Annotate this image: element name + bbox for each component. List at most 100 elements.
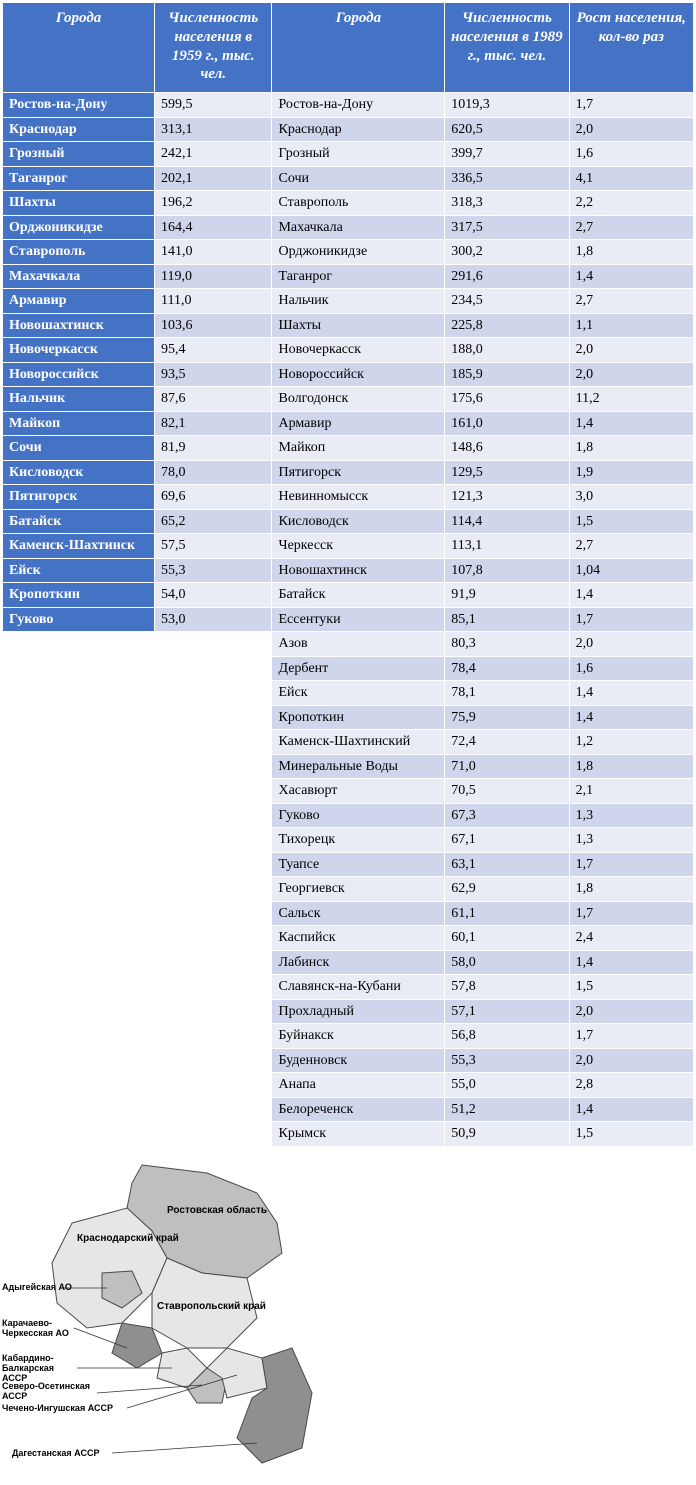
- map-label-kabardino: Кабардино-Балкарская АССР: [2, 1353, 74, 1383]
- growth: 2,0: [569, 338, 693, 363]
- city-1989: Нальчик: [272, 289, 445, 314]
- city-1989: Ейск: [272, 681, 445, 706]
- growth: 2,7: [569, 534, 693, 559]
- city-1989: Кисловодск: [272, 509, 445, 534]
- growth: 2,7: [569, 289, 693, 314]
- table-row: Тихорецк67,11,3: [3, 828, 694, 853]
- table-row: Прохладный57,12,0: [3, 999, 694, 1024]
- growth: 1,5: [569, 509, 693, 534]
- pop-1959: 55,3: [155, 558, 272, 583]
- city-1989: Буйнакск: [272, 1024, 445, 1049]
- table-row: Каменск-Шахтинск57,5Черкесск113,12,7: [3, 534, 694, 559]
- table-row: Орджоникидзе164,4Махачкала317,52,7: [3, 215, 694, 240]
- pop-1989: 67,3: [445, 803, 569, 828]
- pop-1989: 60,1: [445, 926, 569, 951]
- growth: 1,7: [569, 901, 693, 926]
- city-1989: Черкесск: [272, 534, 445, 559]
- pop-1989: 62,9: [445, 877, 569, 902]
- growth: 1,4: [569, 950, 693, 975]
- table-row: Лабинск58,01,4: [3, 950, 694, 975]
- pop-1989: 620,5: [445, 117, 569, 142]
- city-1989: Сочи: [272, 166, 445, 191]
- table-row: Махачкала119,0Таганрог291,61,4: [3, 264, 694, 289]
- map-label-karachay: Карачаево-Черкесская АО: [2, 1318, 72, 1338]
- growth: 1,4: [569, 705, 693, 730]
- pop-1959: 164,4: [155, 215, 272, 240]
- table-row: Крымск50,91,5: [3, 1122, 694, 1147]
- pop-1989: 78,1: [445, 681, 569, 706]
- city-1989: Армавир: [272, 411, 445, 436]
- city-1959: Грозный: [3, 142, 155, 167]
- table-row: Кропоткин75,91,4: [3, 705, 694, 730]
- pop-1989: 300,2: [445, 240, 569, 265]
- pop-1989: 185,9: [445, 362, 569, 387]
- city-1959: Новороссийск: [3, 362, 155, 387]
- pop-1989: 225,8: [445, 313, 569, 338]
- city-1989: Анапа: [272, 1073, 445, 1098]
- map-label-adyg: Адыгейская АО: [2, 1282, 72, 1292]
- city-1989: Туапсе: [272, 852, 445, 877]
- growth: 4,1: [569, 166, 693, 191]
- map-label-krasnodar: Краснодарский край: [77, 1233, 179, 1244]
- table-row: Азов80,32,0: [3, 632, 694, 657]
- pop-1989: 72,4: [445, 730, 569, 755]
- pop-1989: 91,9: [445, 583, 569, 608]
- table-row: Хасавюрт70,52,1: [3, 779, 694, 804]
- pop-1989: 75,9: [445, 705, 569, 730]
- map-label-severo: Северо-Осетинская АССР: [2, 1381, 94, 1401]
- pop-1959: 141,0: [155, 240, 272, 265]
- growth: 1,7: [569, 1024, 693, 1049]
- pop-1959: 54,0: [155, 583, 272, 608]
- map-label-rostov: Ростовская область: [167, 1205, 267, 1216]
- pop-1959: 242,1: [155, 142, 272, 167]
- city-1959: Орджоникидзе: [3, 215, 155, 240]
- city-1959: Пятигорск: [3, 485, 155, 510]
- growth: 1,1: [569, 313, 693, 338]
- city-1989: Новочеркасск: [272, 338, 445, 363]
- pop-1989: 71,0: [445, 754, 569, 779]
- city-1989: Кропоткин: [272, 705, 445, 730]
- city-1959: Новочеркасск: [3, 338, 155, 363]
- table-row: Сочи81,9Майкоп148,61,8: [3, 436, 694, 461]
- growth: 1,7: [569, 607, 693, 632]
- header-pop-1959: Численность населения в 1959 г., тыс. че…: [155, 3, 272, 93]
- growth: 2,8: [569, 1073, 693, 1098]
- city-1989: Каспийск: [272, 926, 445, 951]
- city-1989: Пятигорск: [272, 460, 445, 485]
- growth: 1,9: [569, 460, 693, 485]
- table-row: Минеральные Воды71,01,8: [3, 754, 694, 779]
- pop-1989: 51,2: [445, 1097, 569, 1122]
- pop-1989: 78,4: [445, 656, 569, 681]
- pop-1989: 57,1: [445, 999, 569, 1024]
- table-row: Белореченск51,21,4: [3, 1097, 694, 1122]
- table-row: Нальчик87,6Волгодонск175,611,2: [3, 387, 694, 412]
- growth: 1,4: [569, 411, 693, 436]
- city-1989: Буденновск: [272, 1048, 445, 1073]
- pop-1989: 1019,3: [445, 93, 569, 118]
- city-1989: Георгиевск: [272, 877, 445, 902]
- pop-1989: 61,1: [445, 901, 569, 926]
- map-label-stavropol: Ставропольский край: [157, 1301, 266, 1312]
- pop-1959: 95,4: [155, 338, 272, 363]
- pop-1989: 148,6: [445, 436, 569, 461]
- pop-1989: 121,3: [445, 485, 569, 510]
- city-1959: Ейск: [3, 558, 155, 583]
- table-row: Армавир111,0Нальчик234,52,7: [3, 289, 694, 314]
- table-row: Георгиевск62,91,8: [3, 877, 694, 902]
- growth: 1,8: [569, 877, 693, 902]
- table-row: Ейск78,11,4: [3, 681, 694, 706]
- city-1989: Майкоп: [272, 436, 445, 461]
- pop-1989: 67,1: [445, 828, 569, 853]
- city-1989: Прохладный: [272, 999, 445, 1024]
- pop-1959: 53,0: [155, 607, 272, 632]
- city-1959: Сочи: [3, 436, 155, 461]
- growth: 2,7: [569, 215, 693, 240]
- pop-1989: 57,8: [445, 975, 569, 1000]
- pop-1989: 50,9: [445, 1122, 569, 1147]
- pop-1959: 313,1: [155, 117, 272, 142]
- city-1959: Шахты: [3, 191, 155, 216]
- map-label-checheno: Чечено-Ингушская АССР: [2, 1403, 113, 1413]
- header-city-1959: Города: [3, 3, 155, 93]
- growth: 1,6: [569, 142, 693, 167]
- pop-1959: 93,5: [155, 362, 272, 387]
